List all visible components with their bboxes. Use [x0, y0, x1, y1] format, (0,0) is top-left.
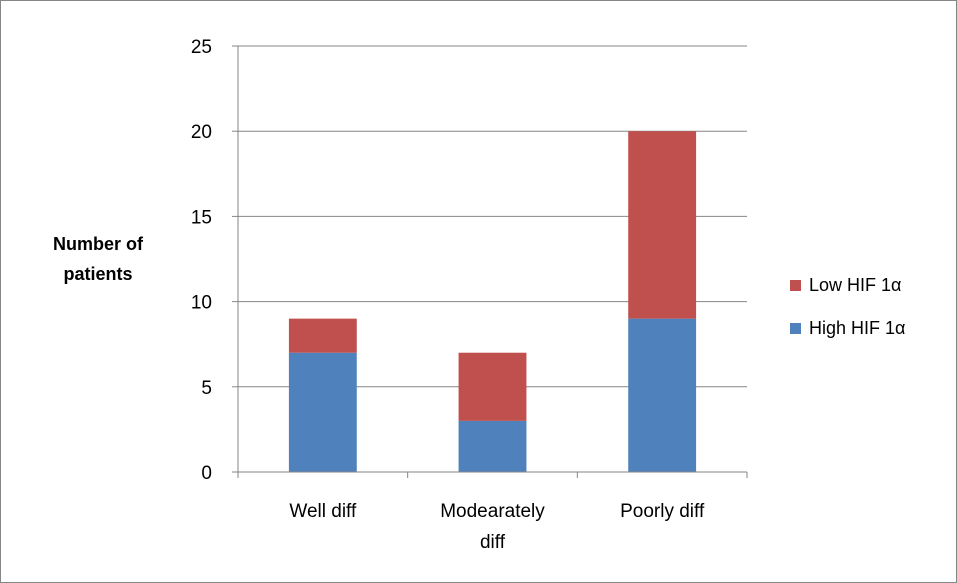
y-tick-label: 5: [201, 378, 212, 399]
legend-swatch: [790, 280, 801, 291]
y-axis-label-line: Number of: [53, 234, 144, 254]
x-tick-label: Modearately: [440, 501, 545, 522]
legend: Low HIF 1α High HIF 1α: [790, 275, 905, 338]
bar-segment: [458, 352, 527, 421]
y-tick-label: 0: [201, 463, 212, 484]
legend-swatch: [790, 323, 801, 334]
y-tick-label: 10: [191, 293, 212, 314]
legend-label: Low HIF 1α: [809, 275, 901, 295]
x-tick-label: Poorly diff: [620, 501, 705, 522]
y-axis-label-line: patients: [63, 264, 132, 284]
x-tick-labels: Well diff Modearately diff Poorly diff: [289, 501, 705, 553]
x-tick-label: Well diff: [289, 501, 357, 522]
legend-label: High HIF 1α: [809, 318, 905, 338]
y-tick-labels: 0 5 10 15 20 25: [191, 37, 212, 484]
x-tick-label: diff: [480, 532, 506, 553]
bar-segment: [288, 318, 357, 353]
axes: [232, 45, 748, 478]
y-tick-label: 20: [191, 122, 212, 143]
bar-segment: [288, 352, 357, 472]
bar-segment: [628, 131, 697, 319]
y-tick-label: 15: [191, 207, 212, 228]
bar-segment: [628, 318, 697, 472]
y-tick-label: 25: [191, 37, 212, 58]
bar-segment: [458, 420, 527, 472]
bars: [288, 131, 697, 472]
y-axis-label: Number of patients: [53, 234, 144, 284]
